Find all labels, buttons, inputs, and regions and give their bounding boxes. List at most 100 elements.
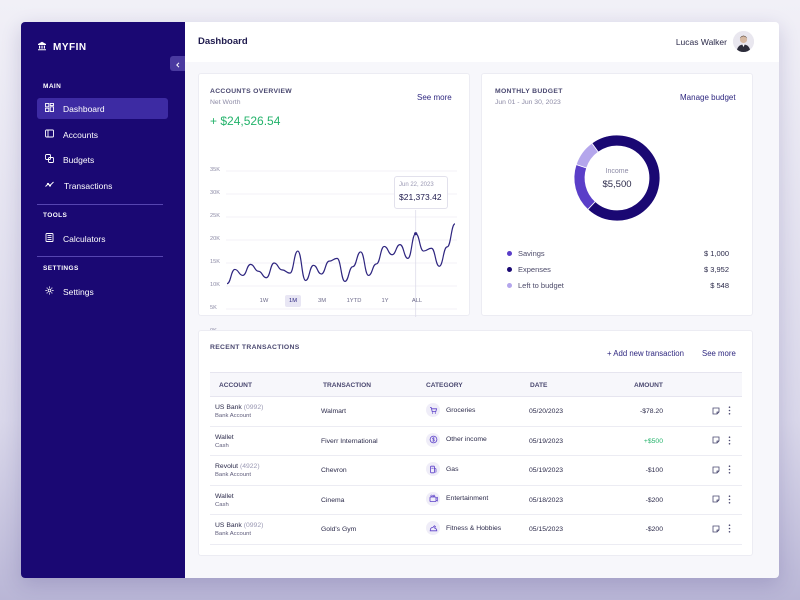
table-row[interactable]: Revolut (4922) Bank Account Chevron Gas … [210, 456, 742, 486]
see-more-link[interactable]: See more [417, 93, 452, 102]
add-transaction-link[interactable]: + Add new transaction [607, 349, 684, 358]
section-label-tools: TOOLS [43, 212, 68, 219]
range-button-1ytd[interactable]: 1YTD [346, 298, 362, 304]
account-cell: US Bank (0992) [215, 522, 263, 529]
category-cell: Groceries [426, 403, 475, 417]
card-subtitle: Net Worth [210, 99, 241, 106]
transaction-date: 05/20/2023 [529, 408, 564, 415]
note-icon[interactable] [712, 495, 720, 505]
category-label: Groceries [446, 406, 476, 414]
transaction-name: Chevron [321, 467, 347, 474]
table-row[interactable]: US Bank (0992) Bank Account Gold's Gym F… [210, 515, 742, 545]
donut-slice-left-to-budget[interactable] [575, 142, 599, 169]
account-name: US Bank [215, 404, 242, 411]
sidebar-item-label: Accounts [63, 129, 98, 140]
account-name: US Bank [215, 522, 242, 529]
sidebar-item-settings[interactable]: Settings [37, 281, 168, 302]
range-button-all[interactable]: ALL [411, 298, 423, 304]
legend-item: Savings $ 1,000 [507, 249, 729, 258]
sidebar-item-transactions[interactable]: Transactions [37, 175, 168, 196]
cart-icon [426, 403, 440, 417]
note-icon[interactable] [712, 466, 720, 476]
y-tick-label: 35K [210, 167, 220, 173]
transaction-name: Gold's Gym [321, 526, 357, 533]
transaction-name: Fiverr International [321, 437, 378, 445]
brand[interactable]: MYFIN [37, 38, 87, 56]
column-transaction[interactable]: TRANSACTION [323, 382, 371, 389]
sidebar-item-calculators[interactable]: Calculators [37, 228, 168, 249]
row-actions [712, 524, 731, 535]
legend-amount: $ 548 [710, 281, 729, 290]
transaction-amount: -$200 [645, 526, 663, 533]
row-actions [712, 406, 731, 417]
dollar-icon [426, 432, 440, 447]
card-subtitle: Jun 01 - Jun 30, 2023 [495, 99, 561, 106]
account-cell: US Bank (0992) [215, 404, 263, 411]
calculator-icon [45, 233, 54, 244]
see-more-transactions-link[interactable]: See more [702, 349, 736, 358]
fitness-icon [426, 521, 440, 535]
note-icon[interactable] [712, 525, 720, 535]
manage-budget-link[interactable]: Manage budget [680, 93, 736, 102]
table-row[interactable]: US Bank (0992) Bank Account Walmart Groc… [210, 397, 742, 427]
account-cell: Wallet [215, 493, 234, 500]
legend-dot [507, 283, 512, 288]
range-button-3m[interactable]: 3M [317, 298, 327, 304]
column-date[interactable]: DATE [530, 382, 548, 389]
section-label-main: MAIN [43, 83, 62, 90]
sidebar: MYFIN MAIN Dashboard Accounts Budgets [21, 22, 185, 578]
film-icon [426, 491, 440, 506]
tooltip-date: Jun 22, 2023 [399, 182, 434, 188]
column-account[interactable]: ACCOUNT [219, 382, 252, 389]
fuel-icon [426, 462, 440, 476]
more-options-icon[interactable] [728, 524, 731, 535]
range-button-1m[interactable]: 1M [285, 295, 301, 307]
account-type: Bank Account [215, 413, 252, 419]
app-window: MYFIN MAIN Dashboard Accounts Budgets [21, 22, 779, 578]
more-options-icon[interactable] [728, 406, 731, 417]
note-icon[interactable] [712, 436, 720, 446]
chart-tooltip: Jun 22, 2023 $21,373.42 [394, 176, 448, 209]
note-icon[interactable] [712, 407, 720, 417]
more-options-icon[interactable] [728, 494, 731, 506]
transaction-name: Walmart [321, 408, 347, 415]
top-bar: Dashboard Lucas Walker [185, 22, 779, 62]
card-title: ACCOUNTS OVERVIEW [210, 88, 293, 95]
tooltip-value: $21,373.42 [399, 192, 442, 202]
user-name[interactable]: Lucas Walker [675, 37, 727, 47]
more-options-icon[interactable] [728, 465, 731, 476]
legend-item: Left to budget $ 548 [507, 281, 729, 290]
column-amount[interactable]: AMOUNT [634, 382, 663, 389]
range-button-1w[interactable]: 1W [259, 298, 269, 304]
avatar[interactable] [733, 31, 754, 52]
table-row[interactable]: Wallet Cash Fiverr International Other i… [210, 427, 742, 456]
transaction-amount: -$100 [645, 467, 663, 474]
chevron-left-icon [175, 55, 181, 73]
y-tick-label: 5K [210, 305, 217, 311]
column-category[interactable]: CATEGORY [426, 382, 463, 389]
category-label: Fitness & Hobbies [446, 524, 502, 532]
sidebar-item-label: Dashboard [63, 103, 105, 114]
legend-amount: $ 3,952 [703, 265, 729, 274]
account-number: (4922) [239, 463, 260, 470]
collapse-sidebar-button[interactable] [170, 56, 185, 71]
sidebar-divider [37, 256, 163, 257]
range-button-1y[interactable]: 1Y [381, 298, 389, 304]
legend-dot [507, 267, 512, 272]
card-title: MONTHLY BUDGET [495, 88, 563, 95]
y-tick-label: 10K [210, 282, 220, 288]
donut-slice-expenses[interactable] [587, 134, 661, 222]
sidebar-item-budgets[interactable]: Budgets [37, 149, 168, 170]
transaction-date: 05/19/2023 [529, 467, 564, 474]
sidebar-divider [37, 204, 163, 205]
sidebar-item-accounts[interactable]: Accounts [37, 124, 168, 145]
net-worth-value: + $24,526.54 [210, 114, 281, 128]
budget-donut-chart [573, 134, 661, 222]
table-row[interactable]: Wallet Cash Cinema Entertainment 05/18/2… [210, 486, 742, 515]
more-options-icon[interactable] [728, 435, 731, 447]
transaction-name: Cinema [321, 496, 345, 504]
category-cell: Entertainment [426, 491, 488, 506]
y-tick-label: 15K [210, 259, 220, 265]
sidebar-item-dashboard[interactable]: Dashboard [37, 98, 168, 119]
account-type: Cash [215, 501, 229, 508]
